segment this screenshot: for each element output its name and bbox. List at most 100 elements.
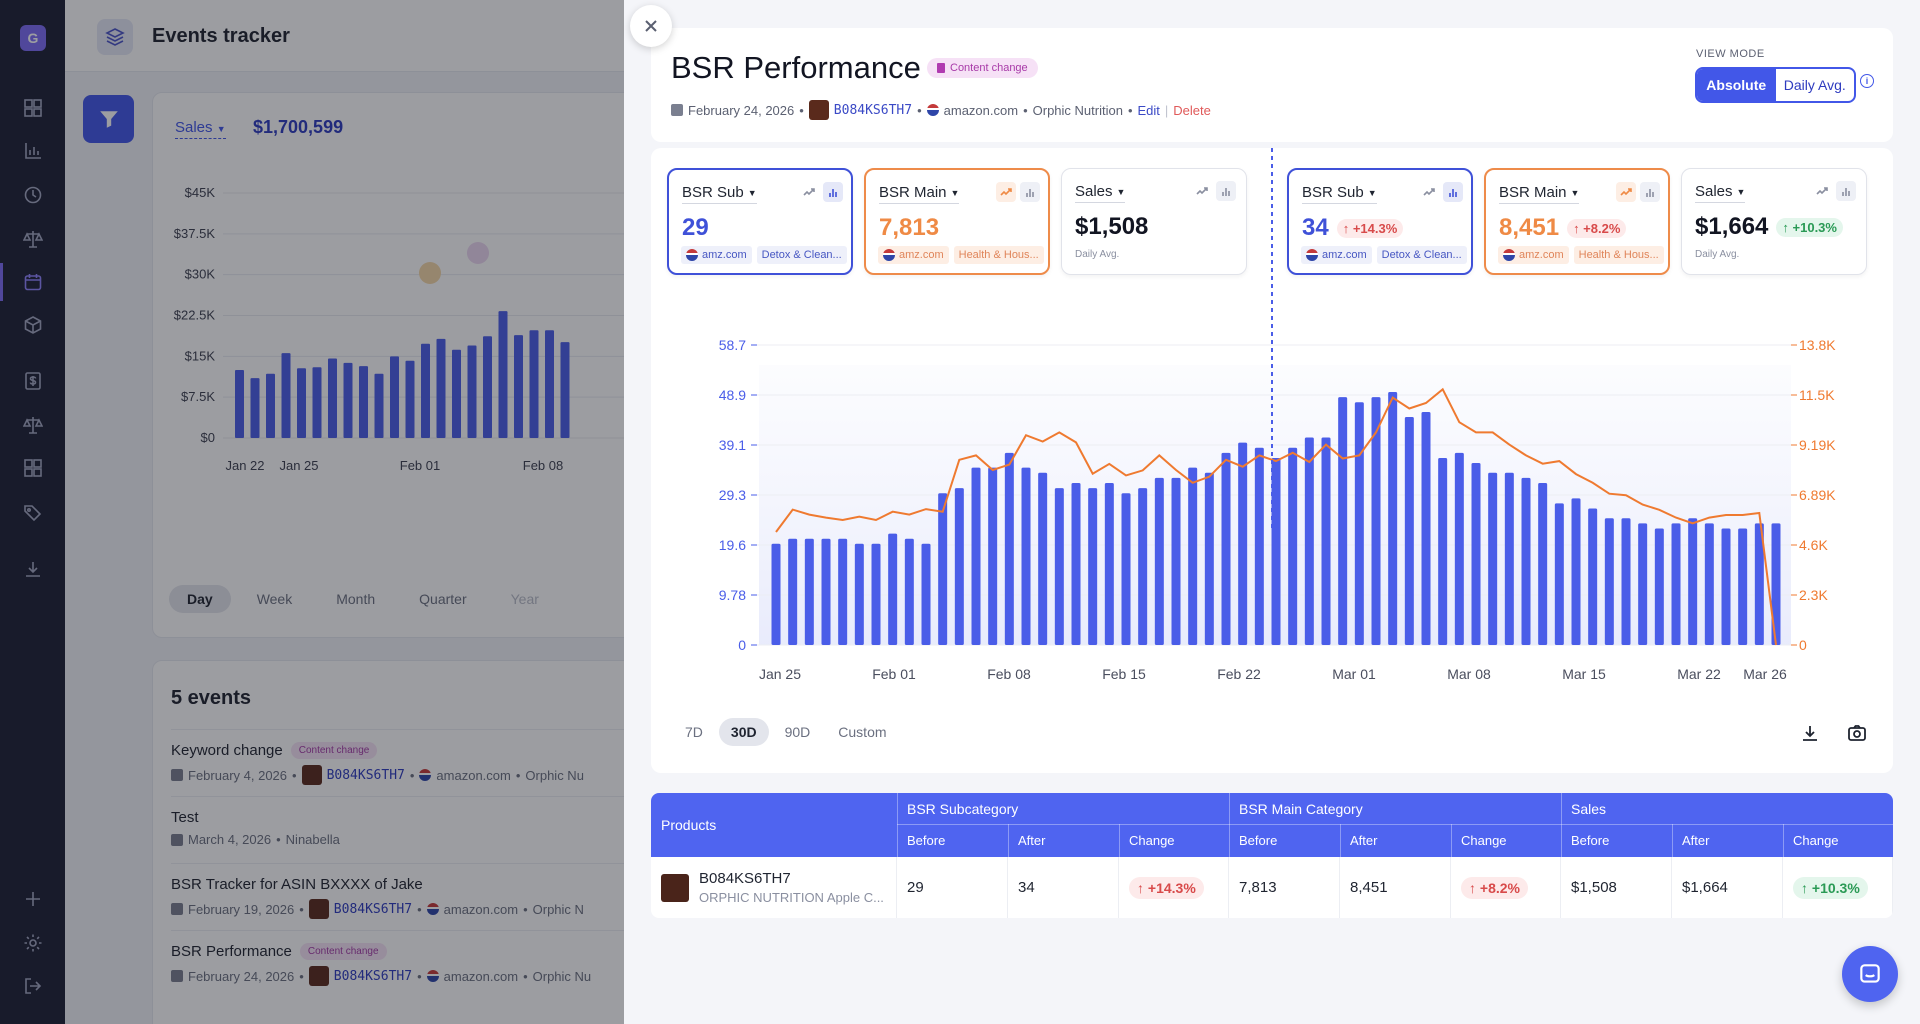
- bsr-sub-bar[interactable]: [871, 543, 881, 645]
- bar-chart-icon[interactable]: [823, 182, 843, 202]
- bsr-sub-bar[interactable]: [1004, 452, 1014, 645]
- bsr-sub-bar[interactable]: [1588, 508, 1598, 645]
- bsr-sub-bar[interactable]: [788, 538, 798, 645]
- info-icon[interactable]: i: [1860, 74, 1874, 88]
- bsr-sub-bar[interactable]: [1754, 523, 1764, 645]
- delete-link[interactable]: Delete: [1173, 102, 1211, 118]
- bsr-sub-bar[interactable]: [1471, 463, 1481, 645]
- range-30d[interactable]: 30D: [718, 718, 769, 746]
- trend-line-icon[interactable]: [1616, 182, 1636, 202]
- event-list-item[interactable]: Test March 4, 2026 • Ninabella: [171, 796, 711, 863]
- settings-icon[interactable]: [21, 931, 45, 955]
- period-year[interactable]: Year: [510, 591, 539, 607]
- bsr-sub-bar[interactable]: [1771, 523, 1781, 645]
- bsr-sub-bar[interactable]: [1438, 457, 1448, 645]
- bsr-sub-bar[interactable]: [1454, 452, 1464, 645]
- view-option[interactable]: Daily Avg.: [1783, 77, 1846, 93]
- bsr-sub-bar[interactable]: [1321, 437, 1331, 645]
- bsr-sub-bar[interactable]: [1521, 477, 1531, 645]
- add-icon[interactable]: [21, 887, 45, 911]
- finance-icon[interactable]: [21, 369, 45, 393]
- bsr-sub-bar[interactable]: [1238, 442, 1248, 645]
- bsr-sub-bar[interactable]: [1288, 447, 1298, 645]
- apps-icon[interactable]: [21, 456, 45, 480]
- trend-line-icon[interactable]: [1192, 181, 1212, 201]
- metric-select[interactable]: Sales ▼: [1075, 183, 1126, 203]
- metric-select[interactable]: BSR Sub ▼: [682, 184, 757, 204]
- view-option[interactable]: Absolute: [1697, 69, 1776, 101]
- metric-card[interactable]: BSR Main ▼ 7,813 amz.com Health & Hous...: [864, 168, 1050, 275]
- filter-button[interactable]: [83, 95, 134, 143]
- bsr-sub-bar[interactable]: [904, 538, 914, 645]
- sales-event-marker-icon[interactable]: [419, 262, 441, 284]
- bsr-sub-bar[interactable]: [838, 538, 848, 645]
- bsr-sub-bar[interactable]: [1704, 523, 1714, 645]
- content-event-marker-icon[interactable]: [467, 242, 489, 264]
- trend-line-icon[interactable]: [1419, 182, 1439, 202]
- bsr-sub-bar[interactable]: [1104, 482, 1114, 645]
- bsr-sub-bar[interactable]: [1638, 523, 1648, 645]
- event-asin[interactable]: B084KS6TH7: [833, 102, 913, 118]
- bsr-sub-bar[interactable]: [1271, 457, 1281, 645]
- bsr-sub-bar[interactable]: [1738, 528, 1748, 645]
- range-7d[interactable]: 7D: [685, 724, 703, 740]
- dashboard-icon[interactable]: [21, 96, 45, 120]
- analytics-icon[interactable]: [21, 139, 45, 163]
- bsr-sub-bar[interactable]: [988, 467, 998, 645]
- bsr-sub-bar[interactable]: [1554, 503, 1564, 645]
- bsr-sub-bar[interactable]: [954, 488, 964, 645]
- bsr-sub-bar[interactable]: [971, 467, 981, 645]
- metric-card[interactable]: Sales ▼ $1,664 ↑ +10.3% Daily Avg.: [1681, 168, 1867, 275]
- bsr-sub-bar[interactable]: [1204, 472, 1214, 645]
- edit-link[interactable]: Edit: [1137, 102, 1160, 118]
- bsr-sub-bar[interactable]: [938, 493, 948, 645]
- bsr-sub-bar[interactable]: [854, 543, 864, 645]
- bsr-sub-bar[interactable]: [1604, 518, 1614, 645]
- bsr-sub-bar[interactable]: [1121, 493, 1131, 645]
- bsr-sub-bar[interactable]: [888, 533, 898, 645]
- bsr-sub-bar[interactable]: [821, 538, 831, 645]
- metric-card[interactable]: BSR Sub ▼ 34 ↑ +14.3% amz.com Detox & Clean..…: [1287, 168, 1473, 275]
- metric-card[interactable]: BSR Sub ▼ 29 amz.com Detox & Clean...: [667, 168, 853, 275]
- event-list-item[interactable]: BSR Tracker for ASIN BXXXX of Jake Februa…: [171, 863, 711, 930]
- workspace-logo[interactable]: G: [20, 25, 46, 51]
- trend-line-icon[interactable]: [799, 182, 819, 202]
- tags-icon[interactable]: [21, 500, 45, 524]
- trend-line-icon[interactable]: [996, 182, 1016, 202]
- bsr-sub-bar[interactable]: [1688, 518, 1698, 645]
- bsr-sub-bar[interactable]: [1038, 472, 1048, 645]
- metric-card[interactable]: Sales ▼ $1,508 Daily Avg.: [1061, 168, 1247, 275]
- layers-icon[interactable]: [97, 19, 133, 55]
- download-icon[interactable]: [21, 557, 45, 581]
- bsr-sub-bar[interactable]: [1421, 411, 1431, 645]
- period-month[interactable]: Month: [336, 591, 376, 607]
- bar-chart-icon[interactable]: [1836, 181, 1856, 201]
- bsr-sub-bar[interactable]: [1221, 452, 1231, 645]
- bsr-sub-bar[interactable]: [1671, 523, 1681, 645]
- event-list-item[interactable]: BSR Performance Content change February 24…: [171, 930, 711, 997]
- bsr-sub-bar[interactable]: [1538, 482, 1548, 645]
- download-chart-button[interactable]: [1797, 720, 1823, 746]
- metric-select[interactable]: Sales ▼: [1695, 183, 1746, 203]
- bsr-sub-bar[interactable]: [1571, 498, 1581, 645]
- bsr-sub-bar[interactable]: [1138, 488, 1148, 645]
- bsr-sub-bar[interactable]: [1621, 518, 1631, 645]
- bsr-main-line[interactable]: [775, 387, 1777, 646]
- range-custom[interactable]: Custom: [838, 724, 887, 740]
- bsr-sub-bar[interactable]: [1021, 467, 1031, 645]
- metric-select[interactable]: BSR Main ▼: [879, 184, 960, 204]
- bar-chart-icon[interactable]: [1443, 182, 1463, 202]
- bsr-sub-bar[interactable]: [1071, 482, 1081, 645]
- period-day[interactable]: Day: [169, 585, 231, 613]
- chat-support-button[interactable]: [1842, 946, 1898, 1002]
- bar-chart-icon[interactable]: [1640, 182, 1660, 202]
- bsr-sub-bar[interactable]: [1404, 417, 1414, 645]
- package-icon[interactable]: [21, 313, 45, 337]
- bsr-sub-bar[interactable]: [1388, 392, 1398, 645]
- bsr-sub-bar[interactable]: [1504, 472, 1514, 645]
- event-list-item[interactable]: Keyword change Content change February 4, …: [171, 729, 711, 796]
- bsr-sub-bar[interactable]: [771, 543, 781, 645]
- balance-icon[interactable]: [21, 413, 45, 437]
- metric-select[interactable]: BSR Main ▼: [1499, 184, 1580, 204]
- bsr-sub-bar[interactable]: [1371, 397, 1381, 645]
